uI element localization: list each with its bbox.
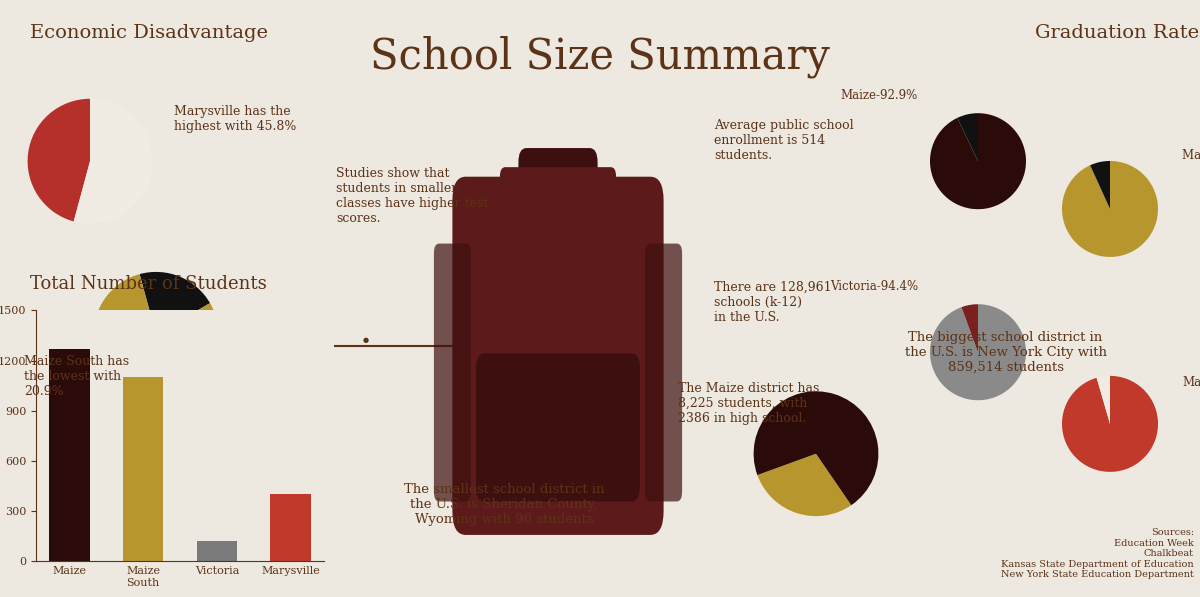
Bar xyxy=(270,494,311,561)
FancyBboxPatch shape xyxy=(452,177,664,535)
Text: Maize South-93.2 %: Maize South-93.2 % xyxy=(1182,149,1200,162)
Bar xyxy=(122,377,163,561)
Text: Sources:
Education Week
Chalkbeat
Kansas State Department of Education
New York : Sources: Education Week Chalkbeat Kansas… xyxy=(1001,528,1194,579)
Text: Total Number of Students: Total Number of Students xyxy=(30,275,266,293)
Wedge shape xyxy=(73,99,152,224)
Text: Marysville has the
highest with 45.8%: Marysville has the highest with 45.8% xyxy=(174,106,296,133)
Wedge shape xyxy=(1090,161,1110,209)
FancyBboxPatch shape xyxy=(500,167,616,224)
Text: School Size Summary: School Size Summary xyxy=(370,36,830,78)
Wedge shape xyxy=(754,391,878,505)
Wedge shape xyxy=(139,272,210,334)
Wedge shape xyxy=(930,304,1026,400)
Text: Studies show that
students in smaller
classes have higher test
scores.: Studies show that students in smaller cl… xyxy=(336,167,488,225)
Wedge shape xyxy=(958,113,978,161)
FancyBboxPatch shape xyxy=(518,148,598,215)
Text: Maize South has
the lowest with
20.9%: Maize South has the lowest with 20.9% xyxy=(24,355,130,398)
Bar xyxy=(197,541,238,561)
Bar xyxy=(49,349,90,561)
Text: There are 128,961
schools (k-12)
in the U.S.: There are 128,961 schools (k-12) in the … xyxy=(714,281,832,324)
Text: Graduation Rates: Graduation Rates xyxy=(1034,24,1200,42)
Wedge shape xyxy=(961,304,978,352)
FancyBboxPatch shape xyxy=(646,244,682,501)
Wedge shape xyxy=(1062,376,1158,472)
FancyBboxPatch shape xyxy=(434,244,470,501)
Wedge shape xyxy=(28,99,90,221)
Wedge shape xyxy=(930,113,1026,209)
Wedge shape xyxy=(1097,376,1110,424)
FancyBboxPatch shape xyxy=(476,353,640,501)
Text: Victoria-94.4%: Victoria-94.4% xyxy=(830,280,918,293)
Text: The biggest school district in
the U.S. is New York City with
859,514 students: The biggest school district in the U.S. … xyxy=(905,331,1106,374)
Wedge shape xyxy=(757,454,851,516)
Wedge shape xyxy=(1062,161,1158,257)
Text: Maize-92.9%: Maize-92.9% xyxy=(841,89,918,102)
Text: ●: ● xyxy=(362,337,370,343)
Wedge shape xyxy=(94,274,218,397)
Text: Economic Disadvantage: Economic Disadvantage xyxy=(30,24,268,42)
Text: The smallest school district in
the U.S. is Sheridan County,
Wyoming with 96 stu: The smallest school district in the U.S.… xyxy=(403,483,605,526)
Text: The Maize district has
8,225 students, with
2386 in high school.: The Maize district has 8,225 students, w… xyxy=(678,382,820,425)
Text: Average public school
enrollment is 514
students.: Average public school enrollment is 514 … xyxy=(714,119,853,162)
Text: Marysville-95.5%: Marysville-95.5% xyxy=(1182,376,1200,389)
